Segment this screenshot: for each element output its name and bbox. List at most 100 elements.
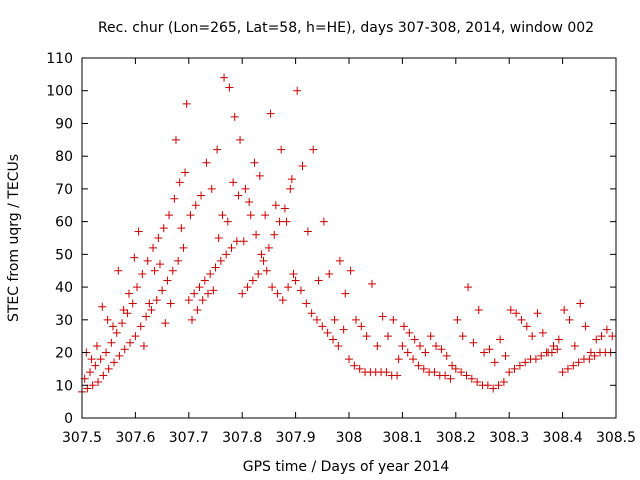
- data-point: [473, 378, 482, 386]
- data-point: [457, 368, 466, 377]
- y-tick-label: 50: [55, 247, 73, 263]
- data-point: [133, 283, 142, 292]
- data-point: [485, 345, 494, 354]
- y-axis-ticks: 0 10 20 30 40 50 60 70 80 90 100 110: [46, 51, 616, 427]
- data-point: [339, 325, 348, 334]
- data-point: [585, 355, 594, 364]
- data-point: [382, 368, 391, 377]
- data-point: [154, 234, 163, 242]
- data-point: [563, 364, 572, 373]
- data-point: [252, 230, 261, 239]
- data-point: [351, 315, 360, 324]
- data-point: [512, 309, 521, 318]
- data-point: [499, 378, 508, 386]
- data-point: [181, 168, 190, 177]
- x-tick-label: 308.3: [489, 430, 529, 446]
- data-point: [200, 276, 209, 285]
- data-point: [143, 256, 152, 265]
- data-point: [246, 211, 255, 220]
- data-point: [517, 315, 526, 324]
- data-point: [410, 335, 419, 344]
- x-tick-label: 307.5: [62, 430, 102, 446]
- y-tick-label: 90: [55, 116, 73, 132]
- data-point: [538, 328, 547, 337]
- data-point: [271, 201, 280, 210]
- data-point: [298, 162, 307, 170]
- data-point: [505, 368, 514, 377]
- data-point: [87, 355, 96, 364]
- data-point: [389, 315, 398, 324]
- data-point: [528, 332, 537, 341]
- data-point: [464, 283, 473, 292]
- data-point: [190, 289, 199, 298]
- data-point: [409, 355, 418, 364]
- data-point: [448, 361, 457, 370]
- data-point: [166, 299, 175, 308]
- data-point: [139, 342, 148, 350]
- data-point: [451, 364, 460, 373]
- data-point: [350, 361, 359, 370]
- y-tick-label: 60: [55, 215, 73, 231]
- data-point: [211, 263, 220, 272]
- x-tick-label: 308.5: [596, 430, 636, 446]
- data-point: [373, 342, 382, 350]
- data-point: [115, 351, 124, 360]
- data-point: [309, 145, 318, 154]
- y-tick-label: 30: [55, 313, 73, 329]
- data-point: [88, 381, 97, 390]
- data-point: [250, 158, 259, 167]
- data-point: [99, 371, 108, 380]
- data-point: [124, 289, 133, 298]
- data-point: [223, 217, 232, 226]
- data-point: [238, 289, 247, 298]
- data-point: [248, 276, 257, 285]
- data-point: [483, 381, 492, 390]
- data-point: [312, 315, 321, 324]
- data-point: [590, 351, 599, 360]
- data-point: [453, 315, 462, 324]
- data-point: [467, 374, 476, 383]
- data-point: [257, 250, 266, 259]
- data-point: [280, 204, 289, 213]
- data-point: [581, 322, 590, 331]
- data-point: [303, 227, 312, 236]
- data-point: [214, 234, 223, 242]
- data-point: [150, 266, 159, 275]
- data-point: [191, 201, 200, 210]
- data-point: [490, 358, 499, 367]
- data-point: [319, 217, 328, 226]
- data-point: [277, 145, 286, 154]
- data-point: [268, 283, 277, 292]
- data-point: [158, 286, 167, 295]
- data-point: [161, 319, 170, 328]
- data-point: [177, 224, 186, 233]
- data-point: [554, 335, 563, 344]
- x-tick-label: 308: [336, 430, 363, 446]
- data-point: [558, 368, 567, 377]
- data-point: [134, 227, 143, 236]
- data-point: [367, 279, 376, 288]
- data-point: [264, 243, 273, 252]
- data-point: [262, 266, 271, 275]
- data-point: [586, 348, 595, 357]
- data-point: [446, 374, 455, 383]
- data-point: [544, 348, 553, 357]
- data-point: [506, 306, 515, 314]
- data-point: [400, 322, 409, 331]
- data-point: [426, 332, 435, 341]
- data-point: [291, 276, 300, 285]
- data-point: [254, 270, 263, 278]
- data-point: [104, 364, 113, 373]
- data-point: [207, 184, 216, 193]
- data-point: [147, 306, 156, 314]
- data-point: [243, 283, 252, 292]
- data-point: [193, 306, 202, 314]
- y-tick-label: 10: [55, 378, 73, 394]
- data-point: [197, 191, 206, 200]
- data-point: [195, 283, 204, 292]
- data-point: [293, 86, 302, 95]
- data-point: [230, 112, 239, 121]
- data-point: [92, 342, 101, 350]
- data-point: [188, 315, 197, 324]
